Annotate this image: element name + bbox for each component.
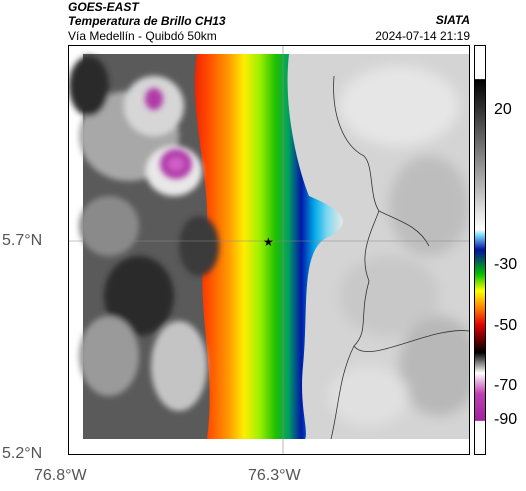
lon-tick: 76.8°W xyxy=(34,467,87,484)
map-frame: ★ xyxy=(68,45,470,455)
star-icon: ★ xyxy=(263,235,274,249)
timestamp-label: 2024-07-14 21:19 xyxy=(375,29,470,43)
colorbar xyxy=(474,45,486,455)
colorbar-tick: -90 xyxy=(494,411,518,428)
satellite-title: GOES-EAST xyxy=(68,0,139,14)
colorbar-tick: -70 xyxy=(494,377,518,394)
colorbar-gradient xyxy=(475,79,485,421)
border-line xyxy=(333,75,469,352)
brightness-temperature-map: ★ xyxy=(69,46,469,454)
lat-tick: 5.7°N xyxy=(2,232,43,249)
lat-tick: 5.2°N xyxy=(2,445,43,462)
brand-label: SIATA xyxy=(435,13,470,27)
border-line-south xyxy=(330,345,355,440)
colorbar-tick: -30 xyxy=(494,256,518,273)
lon-tick: 76.3°W xyxy=(248,467,301,484)
product-title: Temperatura de Brillo CH13 xyxy=(68,14,226,28)
region-label: Vía Medellín - Quibdó 50km xyxy=(68,29,217,43)
colorbar-tick: -50 xyxy=(494,317,518,334)
clear-sky-texture xyxy=(329,66,469,426)
cold-cores xyxy=(145,88,192,179)
colorbar-tick: 20 xyxy=(494,101,512,118)
